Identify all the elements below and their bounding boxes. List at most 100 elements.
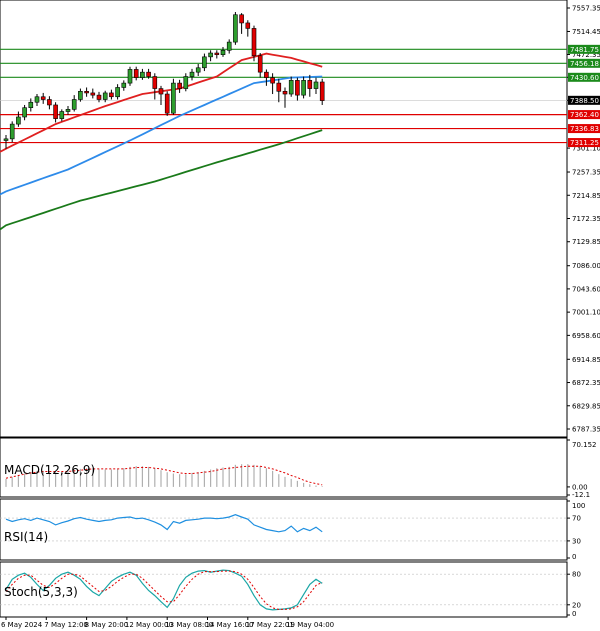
price-tick-label: 6872.35 [572,379,600,387]
candle-body [195,67,201,73]
level-tag [568,58,600,68]
level-tag-label: 7336.83 [570,125,599,133]
stoch-panel [0,561,568,618]
rsi-line [5,514,323,533]
price-tick-label: 7129.85 [572,238,600,246]
candle-body [295,80,300,96]
candle-body [171,82,176,114]
candle-body [47,99,52,106]
price-tick-label: 6914.85 [572,356,600,364]
candle-body [140,71,145,78]
price-tick-label: 7514.45 [572,28,600,36]
rsi-title: RSI(14) [4,530,48,544]
candle-body [16,116,21,125]
time-tick-label: 7 May 12:00 [44,621,88,629]
candle-body [214,52,220,55]
candle-body [220,49,226,55]
time-tick-label: 12 May 00:00 [125,621,173,629]
price-candles [3,12,325,149]
candle-body [177,82,182,89]
candle-body [84,90,89,94]
candle-body [288,80,294,95]
stoch-k-line [5,569,323,611]
macd-signal-line [5,465,323,486]
stoch-d-line [5,570,323,610]
candle-body [34,96,40,103]
price-tick-label: 6829.85 [572,402,600,410]
time-tick-label: 14 May 16:00 [206,621,254,629]
candle-body [40,96,46,100]
candle-body [313,81,319,89]
candle-body [115,87,120,98]
price-tick-label: 7472.35 [572,51,600,59]
level-tag [568,138,600,148]
candle-body [28,101,34,109]
candle-body [158,88,164,95]
candle-body [53,104,58,119]
price-tick-label: 7257.35 [572,169,600,177]
candle-body [152,76,158,89]
price-tick-label: 7557.35 [572,5,600,13]
candle-body [133,69,139,78]
level-tag [568,44,600,54]
candle-body [121,82,127,88]
candle-body [22,107,27,118]
candle-body [96,94,102,100]
time-tick-label: 19 May 04:00 [286,621,334,629]
stoch-title: Stoch(5,3,3) [4,585,78,599]
candle-body [245,22,251,29]
candle-body [164,93,170,114]
candle-body [301,80,306,96]
macd-title: MACD(12,26,9) [4,463,95,477]
time-tick-label: 6 May 2024 [1,621,43,629]
price-tick-label: 6787.35 [572,426,600,434]
candle-body [146,71,151,77]
candle-body [208,52,213,58]
current-price-label: 7388.50 [570,97,599,105]
price-tick-label: 7043.60 [572,285,600,293]
price-panel [0,0,568,438]
candle-body [127,69,133,84]
candle-body [65,109,71,112]
stoch-tick-label: 20 [572,601,581,609]
candle-body [189,71,195,77]
macd-indicator: 70.152 0.00-12.1 [5,439,597,499]
time-tick-label: 13 May 08:00 [165,621,213,629]
candle-body [282,90,288,95]
level-tags: 7481.75 7456.18 7430.60 7362.40 7336.83 7311.… [568,44,600,148]
macd-tick-label: 0.00 [572,483,588,491]
candle-body [102,92,108,100]
price-tick-label: 7086.00 [572,262,600,270]
rsi-panel [0,498,568,561]
candle-body [59,111,65,119]
level-tag [568,110,600,120]
level-tag-label: 7481.75 [570,46,599,54]
candle-body [3,138,9,141]
price-axis: 7557.35 7514.45 7472.35 7430.60 7388.50 7301.… [567,5,600,434]
rsi-tick-label: 70 [572,515,581,523]
candle-body [9,123,15,140]
candle-body [319,81,325,101]
rsi-tick-label: 100 [572,502,585,510]
rsi-indicator: 100 70 30 0 [0,500,585,561]
candle-body [183,76,189,89]
stoch-indicator: 80 200 [0,569,581,618]
price-tick-label: 6958.60 [572,332,600,340]
candle-body [90,92,96,96]
candle-body [226,41,232,51]
candle-body [264,71,269,78]
level-tag-label: 7362.40 [570,111,599,119]
rsi-tick-label: 30 [572,537,581,545]
price-tick-label: 7172.35 [572,215,600,223]
candle-body [78,90,83,100]
level-tag [568,124,600,134]
stoch-tick-label: 80 [572,571,581,579]
level-tag-label: 7311.25 [570,139,599,147]
stoch-tick-label: 0 [572,610,576,618]
sma-slow-line [0,129,323,231]
level-tag-label: 7456.18 [570,60,599,68]
macd-tick-label: 70.152 [572,441,597,449]
candle-body [71,99,77,110]
